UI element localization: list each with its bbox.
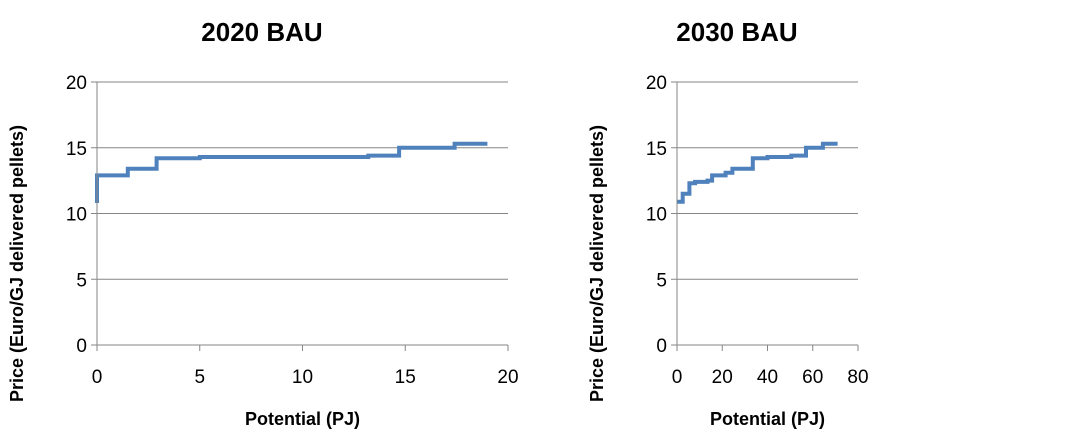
y-tick-label: 20 <box>646 73 667 94</box>
series-group <box>677 141 838 204</box>
y-tick-label: 5 <box>76 270 87 291</box>
tick-labels: 0 5 10 15 20 0 5 10 15 20 <box>66 73 519 388</box>
x-tick-label: 5 <box>194 367 205 388</box>
x-tick-label: 40 <box>757 367 778 388</box>
x-tick-label: 0 <box>672 367 683 388</box>
y-tick-label: 20 <box>66 73 87 94</box>
x-axis-label: Potential (PJ) <box>710 409 825 429</box>
x-tick-label: 0 <box>92 367 103 388</box>
x-tick-label: 15 <box>395 367 416 388</box>
series-line <box>677 141 838 204</box>
x-tick-label: 10 <box>292 367 313 388</box>
chart-panel-2020: 2020 BAU Potential (PJ) Price (Euro/GJ d… <box>7 17 519 429</box>
x-axis-label: Potential (PJ) <box>245 409 360 429</box>
y-tick-label: 0 <box>656 336 667 357</box>
tick-labels: 0 5 10 15 20 0 20 40 60 80 <box>646 73 869 388</box>
chart-title: 2020 BAU <box>201 17 322 47</box>
series-line <box>95 141 488 203</box>
y-axis-label: Price (Euro/GJ delivered pellets) <box>7 125 27 402</box>
x-tick-label: 20 <box>497 367 518 388</box>
y-tick-label: 0 <box>76 336 87 357</box>
chart-title: 2030 BAU <box>676 17 797 47</box>
y-tick-label: 5 <box>656 270 667 291</box>
y-tick-label: 10 <box>646 205 667 226</box>
axes <box>96 82 508 346</box>
y-tick-label: 10 <box>66 205 87 226</box>
chart-panel-2030: 2030 BAU Potential (PJ) Price (Euro/GJ d… <box>587 17 869 429</box>
gridlines <box>677 81 858 280</box>
y-tick-label: 15 <box>66 139 87 160</box>
y-axis-label: Price (Euro/GJ delivered pellets) <box>587 125 607 402</box>
y-tick-label: 15 <box>646 139 667 160</box>
x-tick-label: 20 <box>712 367 733 388</box>
gridlines <box>97 81 508 280</box>
x-tick-label: 80 <box>847 367 868 388</box>
x-tick-label: 60 <box>802 367 823 388</box>
series-group <box>95 141 488 203</box>
axes <box>676 82 858 346</box>
